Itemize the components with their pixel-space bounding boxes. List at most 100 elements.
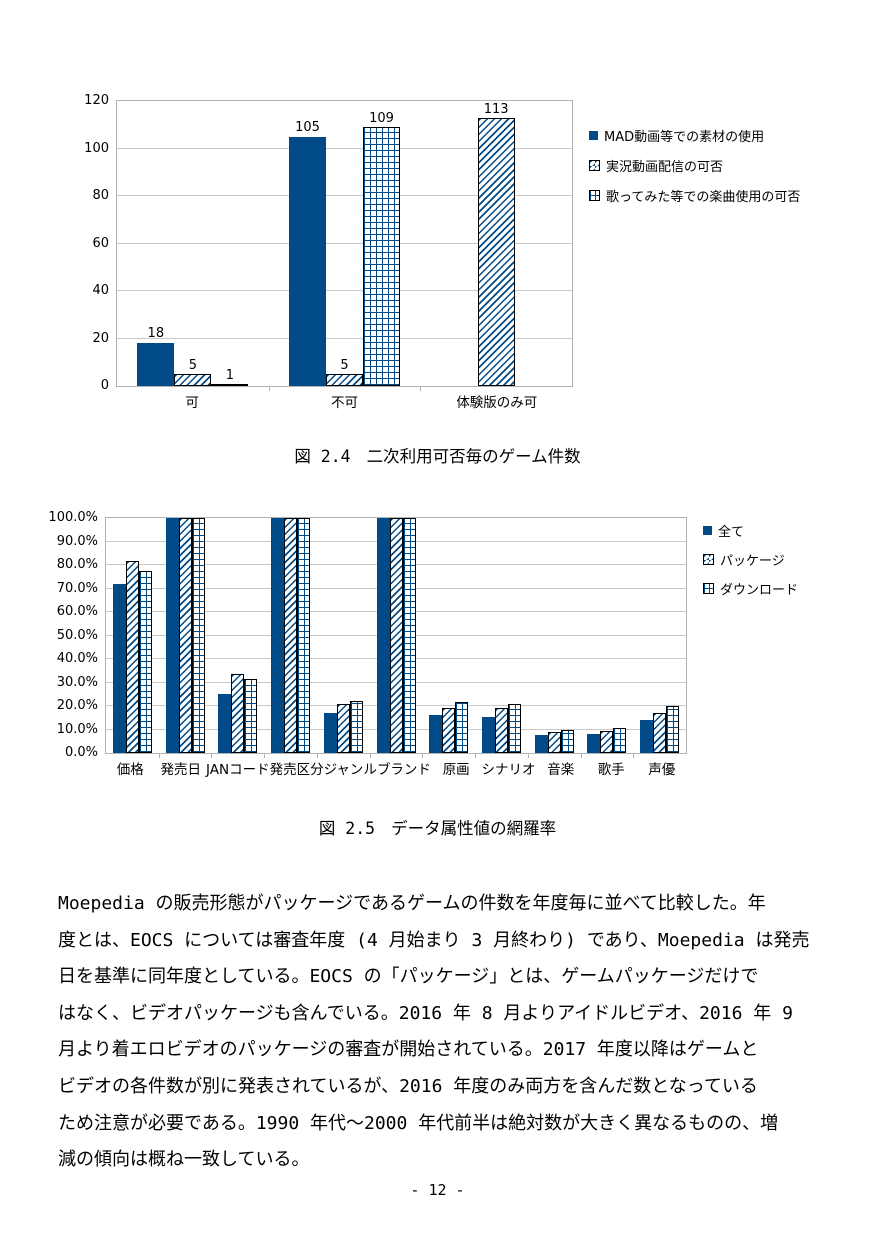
x-axis-tick — [159, 754, 160, 758]
x-axis-category-label: 体験版のみ可 — [421, 391, 573, 411]
bar-group — [370, 518, 423, 753]
legend-swatch-grid — [703, 583, 714, 594]
bar-group — [106, 518, 159, 753]
bar-grid — [508, 704, 521, 753]
bar-diagonal: 113 — [478, 118, 515, 386]
y-axis-tick-label: 80.0% — [57, 557, 98, 572]
bar-solid — [271, 518, 284, 753]
y-axis-tick-label: 10.0% — [57, 722, 98, 737]
x-axis-tick — [528, 754, 529, 758]
figure-2-5-title: データ属性値の網羅率 — [391, 819, 556, 838]
bar-solid — [482, 717, 495, 753]
bar-diagonal — [231, 674, 244, 753]
x-axis-category-label: JANコード — [206, 758, 270, 778]
chart1-y-axis: 120100806040200 — [70, 100, 116, 385]
data-label: 5 — [340, 358, 348, 373]
chart-figure-2-4: 120100806040200 18511055109113 可不可体験版のみ可… — [70, 100, 800, 411]
bar-group — [422, 518, 475, 753]
bar-group — [475, 518, 528, 753]
legend-item: ダウンロード — [703, 579, 798, 598]
chart2-y-axis: 100.0%90.0%80.0%70.0%60.0%50.0%40.0%30.0… — [50, 517, 105, 752]
x-axis-tick — [420, 387, 421, 391]
data-label: 18 — [148, 326, 165, 341]
bar-group: 113 — [420, 101, 572, 386]
chart1-legend: MAD動画等での素材の使用実況動画配信の可否歌ってみた等での楽曲使用の可否 — [589, 100, 800, 205]
figure-2-5-label: 図 2.5 — [319, 819, 375, 838]
y-axis-tick-label: 90.0% — [57, 534, 98, 549]
bar-diagonal — [442, 708, 455, 753]
body-line: ビデオの各件数が別に発表されているが、2016 年度のみ両方を含んだ数となってい… — [58, 1069, 824, 1106]
chart1-x-axis-labels: 可不可体験版のみ可 — [116, 391, 573, 411]
legend-item: パッケージ — [703, 550, 798, 569]
body-line: はなく、ビデオパッケージも含んでいる。2016 年 8 月よりアイドルビデオ、2… — [58, 996, 824, 1033]
x-axis-category-label: 原画 — [431, 758, 482, 778]
y-axis-tick-label: 50.0% — [57, 628, 98, 643]
bar-solid — [429, 715, 442, 753]
figure-2-4-title: 二次利用可否毎のゲーム件数 — [367, 447, 581, 466]
bar-group: 1851 — [117, 101, 269, 386]
bar-solid — [587, 734, 600, 753]
body-line: Moepedia の販売形態がパッケージであるゲームの件数を年度毎に並べて比較し… — [58, 886, 824, 923]
x-axis-tick — [264, 754, 265, 758]
y-axis-tick-label: 120 — [84, 93, 109, 108]
chart2-x-axis-labels: 価格発売日JANコード発売区分ジャンルブランド原画シナリオ音楽歌手声優 — [105, 758, 687, 778]
bar-diagonal — [284, 518, 297, 753]
legend-label: 全て — [718, 521, 744, 540]
bar-grid — [455, 702, 468, 753]
bar-grid: 109 — [363, 127, 400, 386]
data-label: 5 — [189, 358, 197, 373]
x-axis-tick — [633, 754, 634, 758]
x-axis-tick — [269, 387, 270, 391]
bar-group — [633, 518, 686, 753]
chart2-legend: 全てパッケージダウンロード — [703, 517, 798, 598]
bar-solid — [166, 518, 179, 753]
bar-solid — [218, 694, 231, 753]
legend-label: 歌ってみた等での楽曲使用の可否 — [606, 186, 800, 205]
legend-swatch-diagonal — [703, 554, 714, 565]
x-axis-category-label: 発売区分 — [270, 758, 324, 778]
y-axis-tick-label: 20.0% — [57, 698, 98, 713]
y-axis-tick-label: 80 — [92, 188, 109, 203]
y-axis-tick-label: 70.0% — [57, 581, 98, 596]
bar-diagonal — [548, 732, 561, 753]
bar-grid — [297, 518, 310, 753]
x-axis-category-label: 歌手 — [586, 758, 637, 778]
body-line: 日を基準に同年度としている。EOCS の「パッケージ」とは、ゲームパッケージだけ… — [58, 959, 824, 996]
figure-2-4-caption: 図 2.4二次利用可否毎のゲーム件数 — [0, 443, 875, 467]
chart1-plot-area: 18511055109113 — [116, 100, 573, 387]
legend-label: 実況動画配信の可否 — [606, 156, 723, 175]
legend-label: ダウンロード — [720, 579, 798, 598]
body-line: 月より着エロビデオのパッケージの審査が開始されている。2017 年度以降はゲーム… — [58, 1032, 824, 1069]
bar-diagonal — [390, 518, 403, 753]
bar-grid — [403, 518, 416, 753]
bar-solid — [324, 713, 337, 753]
legend-item: 実況動画配信の可否 — [589, 156, 800, 175]
bar-group — [159, 518, 212, 753]
bar-grid — [350, 701, 363, 753]
bar-solid: 18 — [137, 343, 174, 386]
bar-group — [211, 518, 264, 753]
bar-solid — [377, 518, 390, 753]
data-label: 1 — [226, 368, 234, 383]
legend-swatch-diagonal — [589, 160, 600, 171]
bar-diagonal — [495, 708, 508, 753]
legend-label: パッケージ — [720, 550, 785, 569]
y-axis-tick-label: 40 — [92, 283, 109, 298]
chart2-plot-area — [105, 517, 687, 754]
x-axis-category-label: 音楽 — [535, 758, 586, 778]
y-axis-tick-label: 20 — [92, 331, 109, 346]
bar-diagonal — [337, 704, 350, 753]
data-label: 109 — [369, 111, 394, 126]
page-number: - 12 - — [0, 1181, 875, 1199]
body-line: 度とは、EOCS については審査年度 (4 月始まり 3 月終わり) であり、M… — [58, 923, 824, 960]
figure-2-5-caption: 図 2.5 データ属性値の網羅率 — [0, 815, 875, 839]
chart2-plot-column: 価格発売日JANコード発売区分ジャンルブランド原画シナリオ音楽歌手声優 — [105, 517, 687, 778]
bar-group: 1055109 — [269, 101, 421, 386]
body-line: 減の傾向は概ね一致している。 — [58, 1142, 824, 1179]
bar-grid: 1 — [211, 384, 248, 386]
legend-swatch-grid — [589, 190, 600, 201]
x-axis-tick — [211, 754, 212, 758]
legend-swatch-solid — [703, 526, 712, 535]
bar-grid — [666, 706, 679, 753]
data-label: 113 — [484, 102, 509, 117]
